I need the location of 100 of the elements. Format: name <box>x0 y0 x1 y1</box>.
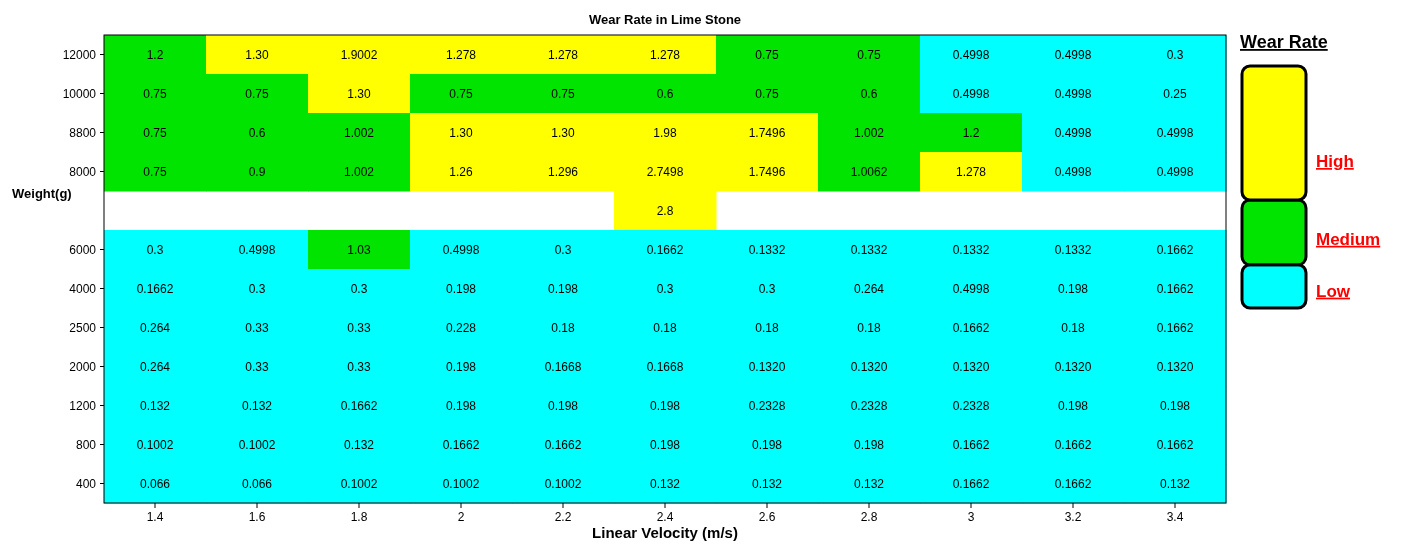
data-label: 1.278 <box>649 47 681 62</box>
color-bar-label: Low <box>1316 281 1351 301</box>
data-label: 0.132 <box>1159 476 1191 491</box>
data-label: 0.1320 <box>952 359 990 374</box>
data-label: 0.1662 <box>136 281 174 296</box>
data-label: 1.278 <box>445 47 477 62</box>
data-label: 0.33 <box>347 320 371 335</box>
data-label: 0.4998 <box>1054 164 1092 179</box>
data-label: 0.3 <box>146 242 164 257</box>
data-label: 0.1668 <box>544 359 582 374</box>
data-label: 0.198 <box>547 281 579 296</box>
data-label: 0.4998 <box>1054 86 1092 101</box>
data-label: 0.3 <box>248 281 266 296</box>
data-label: 0.198 <box>547 398 579 413</box>
data-label: 0.75 <box>143 86 167 101</box>
color-bar-title: Wear Rate <box>1240 32 1328 52</box>
data-label: 0.75 <box>755 47 779 62</box>
y-tick-label: 10000 <box>62 86 97 101</box>
data-label: 0.198 <box>1057 398 1089 413</box>
data-label: 0.1320 <box>748 359 786 374</box>
data-label: 0.4998 <box>1054 125 1092 140</box>
data-label: 0.1662 <box>952 476 990 491</box>
data-label: 0.1662 <box>1054 476 1092 491</box>
data-label: 0.4998 <box>1054 47 1092 62</box>
data-label: 0.1320 <box>850 359 888 374</box>
x-tick-label: 3.4 <box>1166 510 1184 524</box>
data-label: 0.75 <box>551 86 575 101</box>
data-label: 1.2 <box>146 47 164 62</box>
data-label: 0.6 <box>248 125 266 140</box>
data-label: 0.18 <box>857 320 881 335</box>
data-label: 0.1002 <box>544 476 582 491</box>
data-label: 1.002 <box>343 164 375 179</box>
data-label: 0.2328 <box>850 398 888 413</box>
data-label: 1.0062 <box>850 164 888 179</box>
data-label: 0.132 <box>649 476 681 491</box>
x-tick-label: 3.2 <box>1064 510 1082 524</box>
x-tick-label: 2 <box>457 510 465 524</box>
data-label: 0.4998 <box>1156 164 1194 179</box>
data-label: 0.18 <box>551 320 575 335</box>
x-tick-label: 2.4 <box>656 510 674 524</box>
y-tick-label: 800 <box>75 437 97 452</box>
data-label: 0.6 <box>860 86 878 101</box>
data-label: 0.3 <box>554 242 572 257</box>
data-label: 0.75 <box>449 86 473 101</box>
x-tick-label: 1.6 <box>248 510 266 524</box>
x-tick-label: 1.8 <box>350 510 368 524</box>
data-label: 0.3 <box>1166 47 1184 62</box>
data-label: 0.4998 <box>1156 125 1194 140</box>
x-tick-label: 2.8 <box>860 510 878 524</box>
x-tick-label: 3 <box>967 510 975 524</box>
data-label: 0.75 <box>143 125 167 140</box>
data-label: 0.264 <box>139 359 171 374</box>
data-label: 1.30 <box>245 47 269 62</box>
data-label: 0.132 <box>241 398 273 413</box>
data-label: 0.33 <box>347 359 371 374</box>
data-label: 0.198 <box>445 281 477 296</box>
data-label: 0.1332 <box>748 242 786 257</box>
data-label: 0.3 <box>758 281 776 296</box>
data-label: 0.3 <box>350 281 368 296</box>
data-label: 0.4998 <box>952 281 990 296</box>
data-label: 0.1320 <box>1054 359 1092 374</box>
y-tick-label: 8000 <box>69 164 97 179</box>
data-label: 1.30 <box>347 86 371 101</box>
y-tick-label: 2500 <box>69 320 97 335</box>
data-label: 1.296 <box>547 164 579 179</box>
y-tick-label: 2000 <box>69 359 97 374</box>
data-label: 0.228 <box>445 320 477 335</box>
data-label: 0.198 <box>649 398 681 413</box>
data-label: 1.7496 <box>748 164 786 179</box>
x-tick-label: 2.6 <box>758 510 776 524</box>
data-label: 0.1662 <box>1156 242 1194 257</box>
x-tick-label: 1.4 <box>146 510 164 524</box>
data-label: 1.7496 <box>748 125 786 140</box>
data-label: 0.1332 <box>850 242 888 257</box>
data-label: 0.4998 <box>238 242 276 257</box>
data-label: 0.1662 <box>340 398 378 413</box>
y-tick-label: 400 <box>75 476 97 491</box>
data-label: 0.2328 <box>952 398 990 413</box>
data-label: 0.25 <box>1163 86 1187 101</box>
y-tick-label: 8800 <box>69 125 97 140</box>
data-label: 0.198 <box>445 359 477 374</box>
data-label: 1.30 <box>449 125 473 140</box>
data-label: 0.75 <box>143 164 167 179</box>
data-label: 0.264 <box>139 320 171 335</box>
data-label: 0.1002 <box>136 437 174 452</box>
data-label: 0.1662 <box>646 242 684 257</box>
data-label: 1.03 <box>347 242 371 257</box>
data-label: 1.002 <box>343 125 375 140</box>
color-bar-label: High <box>1316 152 1354 172</box>
data-label: 0.1002 <box>238 437 276 452</box>
data-label: 1.98 <box>653 125 677 140</box>
data-label: 0.1668 <box>646 359 684 374</box>
data-label: 0.066 <box>241 476 273 491</box>
data-label: 0.75 <box>857 47 881 62</box>
data-label: 0.198 <box>751 437 783 452</box>
data-label: 0.1662 <box>544 437 582 452</box>
data-label: 0.75 <box>755 86 779 101</box>
data-label: 0.198 <box>853 437 885 452</box>
data-label: 1.278 <box>955 164 987 179</box>
chart-title: Wear Rate in Lime Stone <box>588 12 742 27</box>
